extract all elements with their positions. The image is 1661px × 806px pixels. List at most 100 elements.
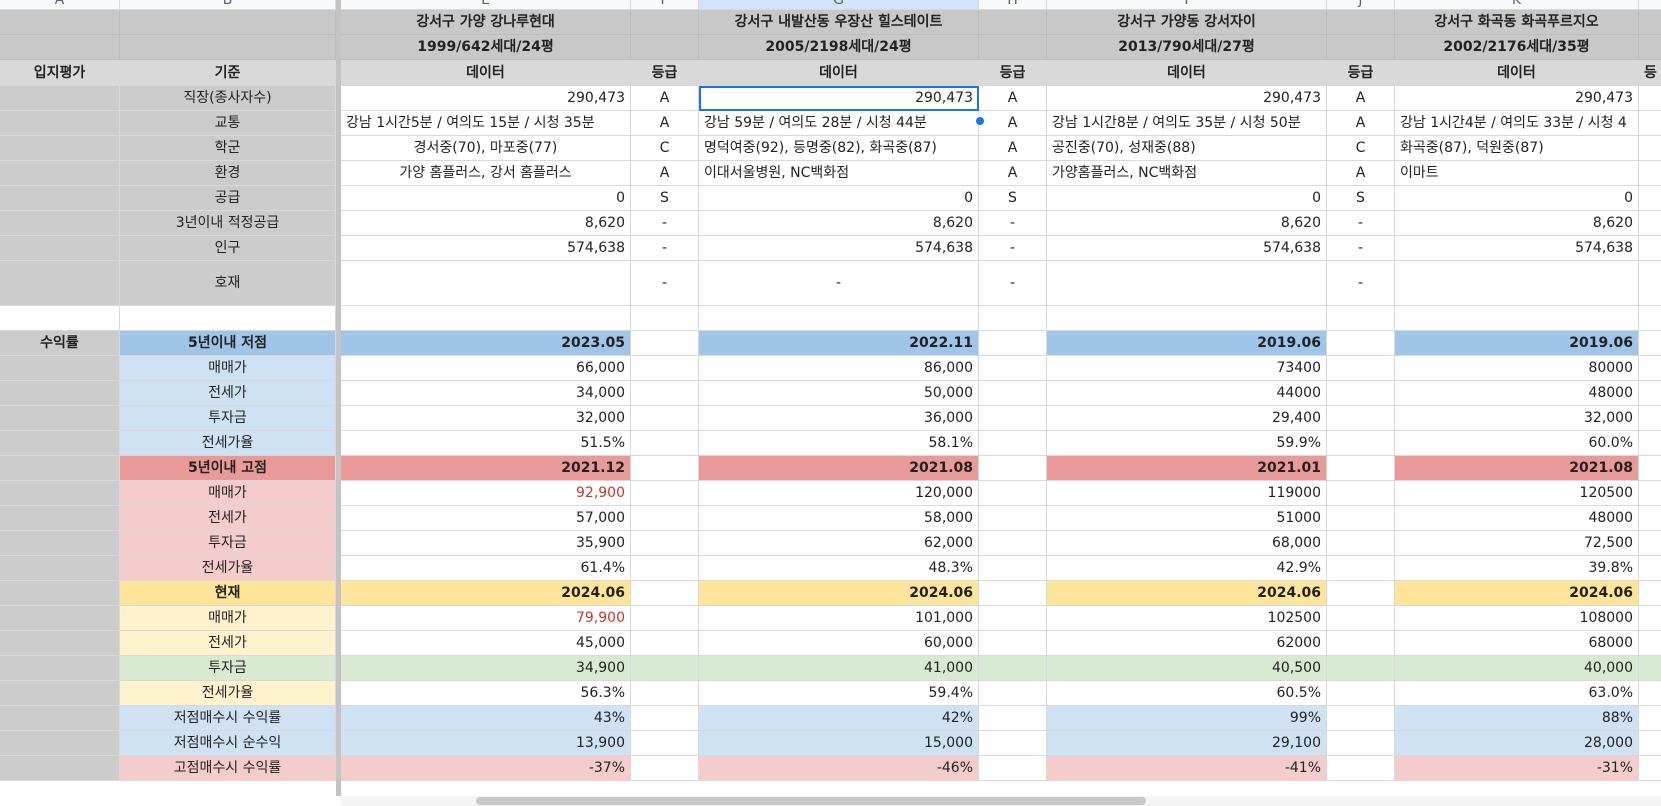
header-band-cell[interactable] [0,10,120,35]
header-band-cell[interactable] [979,10,1047,35]
returns-side-cell[interactable] [0,581,120,606]
i-high_date[interactable]: 2021.01 [1047,456,1327,481]
g-grade-dev[interactable]: - [979,261,1047,306]
location-eval-cell[interactable] [0,211,120,236]
g-grade-jobs[interactable]: A [979,86,1047,111]
grade-empty-cell[interactable] [1639,356,1661,381]
grade-empty-cell[interactable] [631,556,699,581]
k-low_rate[interactable]: 88% [1395,706,1639,731]
e-high_rate[interactable]: -37% [341,756,631,781]
g-now_date[interactable]: 2024.06 [699,581,979,606]
grade-empty-cell[interactable] [1639,606,1661,631]
g-high_ratio[interactable]: 48.3% [699,556,979,581]
k-grade-jobs[interactable] [1639,86,1661,111]
frozen-column-divider[interactable] [336,0,341,796]
i-low_profit[interactable]: 29,100 [1047,731,1327,756]
grade-empty-cell[interactable] [1639,381,1661,406]
k-grade-dev[interactable] [1639,261,1661,306]
grade-empty-cell[interactable] [979,656,1047,681]
grade-empty-cell[interactable] [1327,706,1395,731]
criteria-school[interactable]: 학군 [120,136,336,161]
grade-empty-cell[interactable] [1639,706,1661,731]
returns-invest-label[interactable]: 투자금 [120,531,336,556]
k-low_date[interactable]: 2019.06 [1395,331,1639,356]
column-header-j[interactable]: J [1327,0,1395,10]
returns-side-cell[interactable] [0,706,120,731]
i-low_date[interactable]: 2019.06 [1047,331,1327,356]
grade-empty-cell[interactable] [631,381,699,406]
grade-empty-cell[interactable] [1327,606,1395,631]
i-high_jeonse[interactable]: 51000 [1047,506,1327,531]
grade-empty-cell[interactable] [631,456,699,481]
returns-side-cell[interactable] [0,506,120,531]
empty-cell[interactable] [0,306,120,331]
selection-fill-handle[interactable] [975,116,985,126]
returns-now-label[interactable]: 현재 [120,581,336,606]
e-low_profit[interactable]: 13,900 [341,731,631,756]
i-low_sale[interactable]: 73400 [1047,356,1327,381]
g-low_rate[interactable]: 42% [699,706,979,731]
i-high_rate[interactable]: -41% [1047,756,1327,781]
e-low_jeonse[interactable]: 34,000 [341,381,631,406]
k-grade-env[interactable] [1639,161,1661,186]
header-band-cell[interactable] [120,35,336,60]
grade-empty-cell[interactable] [1327,406,1395,431]
empty-cell[interactable] [341,306,631,331]
grade-header[interactable]: 등급 [631,60,699,86]
g-school[interactable]: 명덕여중(92), 등명중(82), 화곡중(87) [699,136,979,161]
location-eval-cell[interactable] [0,86,120,111]
returns-sale-label[interactable]: 매매가 [120,356,336,381]
k-low_jeonse[interactable]: 48000 [1395,381,1639,406]
i-low_jeonse[interactable]: 44000 [1047,381,1327,406]
g-now_sale[interactable]: 101,000 [699,606,979,631]
g-grade-transit[interactable]: A [979,111,1047,136]
i-high_sale[interactable]: 119000 [1047,481,1327,506]
property-info-i[interactable]: 2013/790세대/27평 [1047,35,1327,60]
k-supply[interactable]: 0 [1395,186,1639,211]
grade-empty-cell[interactable] [1327,456,1395,481]
grade-empty-cell[interactable] [631,581,699,606]
grade-empty-cell[interactable] [979,681,1047,706]
k-jobs[interactable]: 290,473 [1395,86,1639,111]
k-now_invest[interactable]: 40,000 [1395,656,1639,681]
grade-empty-cell[interactable] [1327,431,1395,456]
g-env[interactable]: 이대서울병원, NC백화점 [699,161,979,186]
grade-empty-cell[interactable] [979,481,1047,506]
e-jobs[interactable]: 290,473 [341,86,631,111]
e-low_invest[interactable]: 32,000 [341,406,631,431]
data-header[interactable]: 데이터 [699,60,979,86]
g-supply[interactable]: 0 [699,186,979,211]
i-high_ratio[interactable]: 42.9% [1047,556,1327,581]
grade-empty-cell[interactable] [631,656,699,681]
grade-empty-cell[interactable] [1327,656,1395,681]
returns-side-cell[interactable] [0,606,120,631]
property-name-i[interactable]: 강서구 가양동 강서자이 [1047,10,1327,35]
horizontal-scrollbar-thumb[interactable] [476,797,1146,805]
returns-high_rate-label[interactable]: 고점매수시 수익률 [120,756,336,781]
returns-ratio-label[interactable]: 전세가율 [120,431,336,456]
k-low_ratio[interactable]: 60.0% [1395,431,1639,456]
property-info-g[interactable]: 2005/2198세대/24평 [699,35,979,60]
grade-empty-cell[interactable] [1639,431,1661,456]
k-high_date[interactable]: 2021.08 [1395,456,1639,481]
grade-empty-cell[interactable] [979,731,1047,756]
grade-empty-cell[interactable] [1327,531,1395,556]
e-low_sale[interactable]: 66,000 [341,356,631,381]
column-header-h[interactable]: H [979,0,1047,10]
returns-side-cell[interactable] [0,631,120,656]
k-high_invest[interactable]: 72,500 [1395,531,1639,556]
column-header-a[interactable]: A [0,0,120,10]
grade-empty-cell[interactable] [1327,681,1395,706]
grade-empty-cell[interactable] [1639,756,1661,781]
empty-cell[interactable] [1327,306,1395,331]
returns-side-cell[interactable] [0,481,120,506]
criteria-supply[interactable]: 공급 [120,186,336,211]
criteria-env[interactable]: 환경 [120,161,336,186]
g-high_jeonse[interactable]: 58,000 [699,506,979,531]
empty-cell[interactable] [699,306,979,331]
e-low_date[interactable]: 2023.05 [341,331,631,356]
g-transit[interactable]: 강남 59분 / 여의도 28분 / 시청 44분 [699,111,979,136]
grade-empty-cell[interactable] [1639,581,1661,606]
g-dev[interactable]: - [699,261,979,306]
k-supply3[interactable]: 8,620 [1395,211,1639,236]
